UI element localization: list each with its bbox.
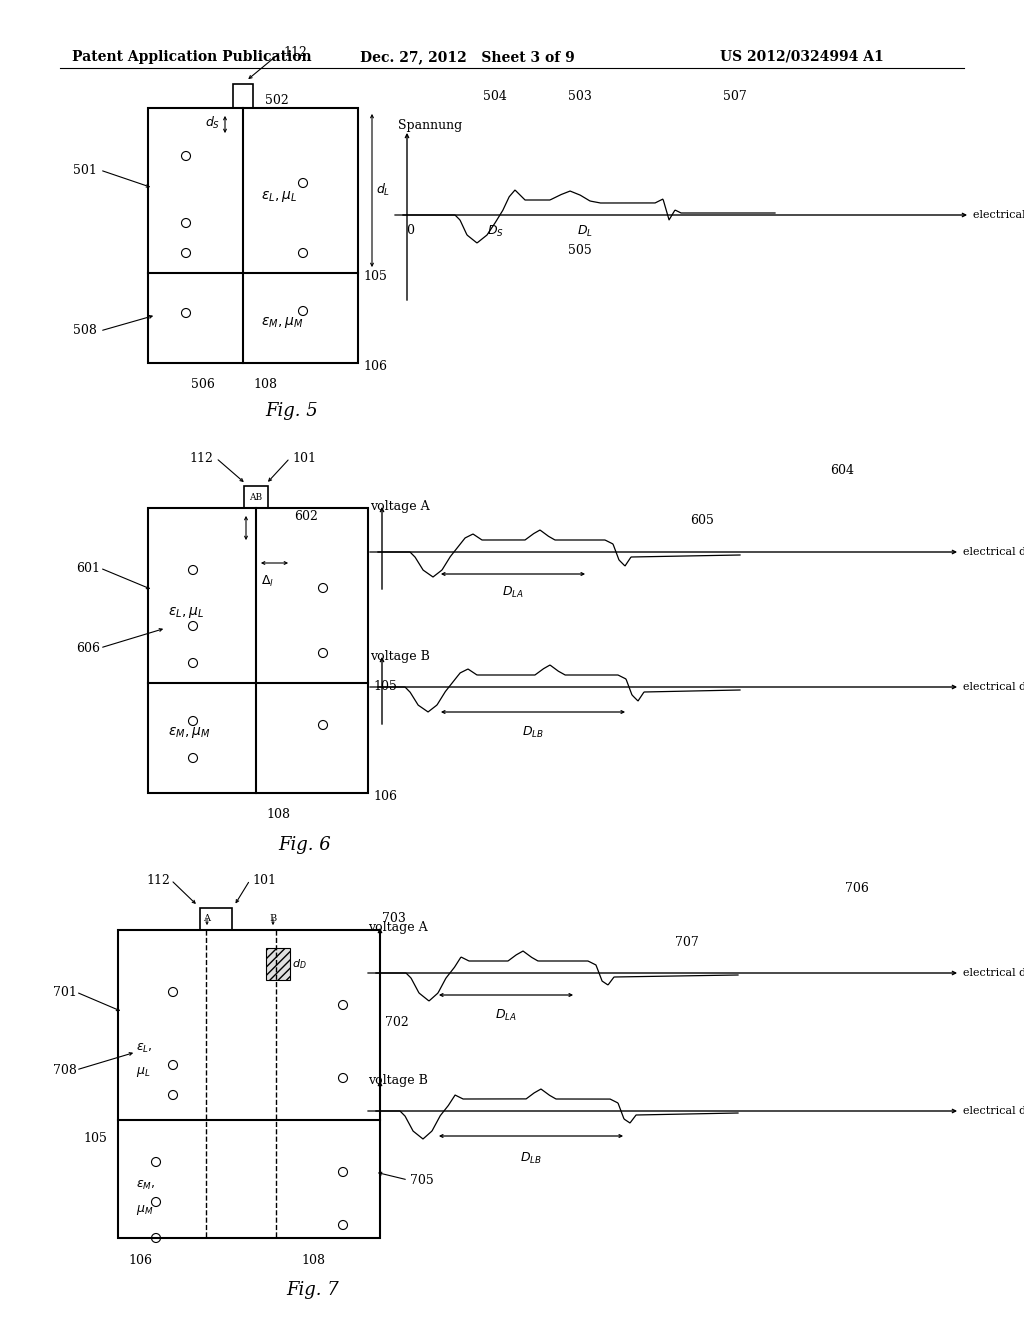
- Text: 108: 108: [301, 1254, 325, 1266]
- Text: 0: 0: [406, 224, 414, 238]
- Text: 601: 601: [76, 561, 100, 574]
- Text: $D_{LB}$: $D_{LB}$: [522, 725, 544, 739]
- Text: electrical distance D: electrical distance D: [963, 546, 1024, 557]
- Text: $\mu_M$: $\mu_M$: [136, 1203, 154, 1217]
- Text: electrical distance D: electrical distance D: [963, 968, 1024, 978]
- Text: 112: 112: [146, 874, 170, 887]
- Text: 605: 605: [690, 513, 714, 527]
- Text: Fig. 5: Fig. 5: [265, 403, 317, 420]
- Text: 606: 606: [76, 642, 100, 655]
- Text: AB: AB: [250, 492, 262, 502]
- Text: $d_L$: $d_L$: [376, 182, 390, 198]
- Text: voltage A: voltage A: [368, 921, 428, 935]
- Text: $D_S$: $D_S$: [486, 223, 504, 239]
- Polygon shape: [266, 948, 290, 979]
- Text: $\varepsilon_L , \mu_L$: $\varepsilon_L , \mu_L$: [168, 606, 204, 620]
- Text: electrical distance D: electrical distance D: [963, 1106, 1024, 1115]
- Text: 105: 105: [362, 269, 387, 282]
- Text: voltage B: voltage B: [370, 649, 430, 663]
- Text: 702: 702: [385, 1015, 409, 1028]
- Text: $D_L$: $D_L$: [577, 223, 593, 239]
- Text: 105: 105: [83, 1131, 106, 1144]
- Text: 508: 508: [73, 325, 97, 338]
- Text: 708: 708: [53, 1064, 77, 1077]
- Text: 108: 108: [253, 379, 278, 392]
- Text: $\mu_L$: $\mu_L$: [136, 1065, 151, 1078]
- Text: $\varepsilon_L ,$: $\varepsilon_L ,$: [136, 1041, 153, 1055]
- Text: 506: 506: [191, 379, 215, 392]
- Text: 101: 101: [252, 874, 276, 887]
- Text: $\Delta_l$: $\Delta_l$: [261, 573, 274, 589]
- Text: 701: 701: [53, 986, 77, 998]
- Text: $\varepsilon_M , \mu_M$: $\varepsilon_M , \mu_M$: [261, 315, 303, 330]
- Text: A: A: [204, 913, 211, 923]
- Text: voltage A: voltage A: [370, 500, 430, 513]
- Text: $\varepsilon_L , \mu_L$: $\varepsilon_L , \mu_L$: [261, 189, 297, 203]
- Text: $D_{LA}$: $D_{LA}$: [495, 1007, 517, 1023]
- Text: $d_S$: $d_S$: [205, 115, 220, 131]
- Text: $\varepsilon_M , \mu_M$: $\varepsilon_M , \mu_M$: [168, 726, 210, 741]
- Text: Patent Application Publication: Patent Application Publication: [72, 50, 311, 63]
- Text: $\varepsilon_M ,$: $\varepsilon_M ,$: [136, 1179, 156, 1192]
- Text: 106: 106: [362, 359, 387, 372]
- Text: 703: 703: [382, 912, 406, 924]
- Text: 602: 602: [294, 510, 317, 523]
- Text: Dec. 27, 2012   Sheet 3 of 9: Dec. 27, 2012 Sheet 3 of 9: [360, 50, 574, 63]
- Text: 501: 501: [73, 164, 97, 177]
- Text: 604: 604: [830, 463, 854, 477]
- Text: Fig. 7: Fig. 7: [286, 1280, 339, 1299]
- Text: 707: 707: [675, 936, 698, 949]
- Text: $D_{LA}$: $D_{LA}$: [502, 585, 524, 599]
- Text: $d_D$: $d_D$: [292, 957, 306, 972]
- Text: electrical distance  D: electrical distance D: [973, 210, 1024, 220]
- Text: Spannung: Spannung: [398, 120, 462, 132]
- Text: 101: 101: [292, 451, 316, 465]
- Text: $D_{LB}$: $D_{LB}$: [520, 1151, 542, 1166]
- Text: 504: 504: [483, 90, 507, 103]
- Text: B: B: [269, 913, 276, 923]
- Text: 706: 706: [845, 882, 869, 895]
- Text: 105: 105: [373, 680, 397, 693]
- Text: electrical distance D: electrical distance D: [963, 682, 1024, 692]
- Text: 108: 108: [266, 808, 290, 821]
- Text: 705: 705: [410, 1173, 434, 1187]
- Text: 106: 106: [128, 1254, 152, 1266]
- Text: 507: 507: [723, 90, 746, 103]
- Text: 505: 505: [568, 244, 592, 257]
- Text: voltage B: voltage B: [368, 1074, 428, 1086]
- Text: 112: 112: [283, 45, 307, 58]
- Text: 106: 106: [373, 789, 397, 803]
- Text: 502: 502: [265, 94, 289, 107]
- Text: 112: 112: [189, 451, 213, 465]
- Text: 503: 503: [568, 90, 592, 103]
- Text: Fig. 6: Fig. 6: [278, 836, 331, 854]
- Text: US 2012/0324994 A1: US 2012/0324994 A1: [720, 50, 884, 63]
